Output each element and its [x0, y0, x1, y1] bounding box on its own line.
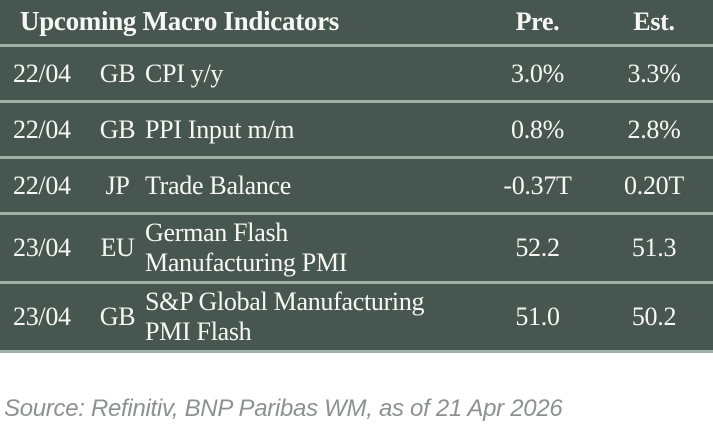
est-value-cell: 2.8%: [627, 114, 681, 144]
est-value-cell: 51.3: [631, 232, 677, 262]
table-header-row: Upcoming Macro Indicators Pre. Est.: [0, 0, 713, 44]
pre-value-cell: 3.0%: [511, 58, 564, 88]
column-header-est: Est.: [633, 7, 675, 37]
table-row: 22/04 JP Trade Balance -0.37T 0.20T: [0, 156, 713, 212]
country-cell: GB: [99, 58, 136, 88]
indicator-cell: German Flash Manufacturing PMI: [145, 218, 348, 277]
pre-value-cell: 0.8%: [511, 114, 564, 144]
date-cell: 23/04: [13, 232, 71, 262]
table-row: 22/04 GB CPI y/y 3.0% 3.3%: [0, 44, 713, 100]
pre-value-cell: 51.0: [515, 301, 560, 331]
country-cell: EU: [100, 232, 135, 262]
date-cell: 23/04: [13, 301, 71, 331]
macro-indicators-table: Upcoming Macro Indicators Pre. Est. 22/0…: [0, 0, 713, 353]
est-value-cell: 50.2: [631, 301, 677, 331]
country-cell: GB: [99, 114, 136, 144]
date-cell: 22/04: [13, 114, 71, 144]
pre-value-cell: 52.2: [515, 232, 560, 262]
est-value-cell: 0.20T: [624, 170, 684, 200]
column-header-pre: Pre.: [515, 7, 560, 37]
pre-value-cell: -0.37T: [503, 170, 572, 200]
country-cell: GB: [99, 301, 136, 331]
indicator-cell: PPI Input m/m: [145, 114, 295, 144]
indicator-cell: CPI y/y: [145, 58, 224, 88]
table-row: 23/04 GB S&P Global Manufacturing PMI Fl…: [0, 280, 713, 350]
date-cell: 22/04: [13, 58, 71, 88]
date-cell: 22/04: [13, 170, 71, 200]
table-title: Upcoming Macro Indicators: [20, 6, 339, 37]
source-note: Source: Refinitiv, BNP Paribas WM, as of…: [4, 395, 563, 422]
table-row: 22/04 GB PPI Input m/m 0.8% 2.8%: [0, 100, 713, 156]
indicator-cell: Trade Balance: [145, 170, 292, 200]
table-row: 23/04 EU German Flash Manufacturing PMI …: [0, 212, 713, 281]
country-cell: JP: [105, 170, 130, 200]
indicator-cell: S&P Global Manufacturing PMI Flash: [145, 286, 425, 346]
est-value-cell: 3.3%: [627, 58, 681, 88]
